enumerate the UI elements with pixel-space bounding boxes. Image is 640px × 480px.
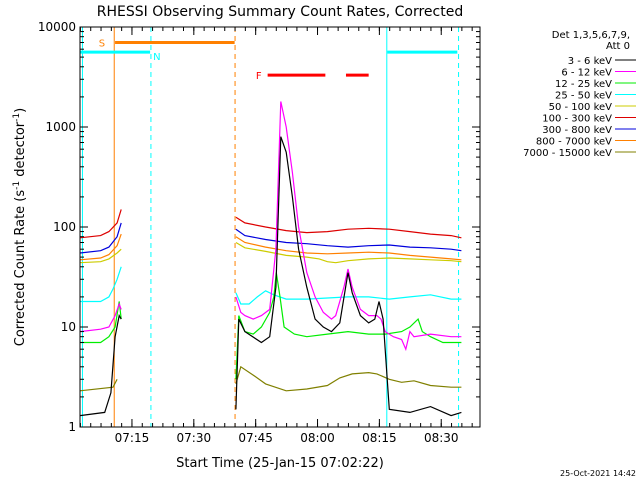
series-line — [235, 101, 462, 352]
y-tick-label: 1000 — [45, 120, 76, 134]
legend-entry: 25 - 50 keV — [555, 91, 612, 102]
legend-entry: 50 - 100 keV — [549, 102, 613, 113]
y-label-text: detector — [13, 121, 28, 181]
series-line — [79, 248, 122, 264]
series-lines — [79, 101, 462, 417]
y-label-text: ) — [13, 108, 28, 113]
series-line — [235, 236, 462, 261]
x-tick-label: 07:30 — [177, 431, 212, 445]
chart-title: RHESSI Observing Summary Count Rates, Co… — [97, 4, 463, 20]
legend-entry: 7000 - 15000 keV — [523, 148, 612, 159]
series-line — [235, 365, 462, 392]
series-line — [79, 209, 122, 239]
legend-entry: 6 - 12 keV — [561, 68, 612, 79]
series-line — [235, 228, 462, 252]
legend-entry: 300 - 800 keV — [542, 125, 612, 136]
flag-label: F — [256, 71, 262, 82]
series-line — [235, 241, 462, 264]
series-line — [235, 216, 462, 239]
x-tick-label: 07:45 — [238, 431, 273, 445]
x-tick-label: 08:15 — [362, 431, 397, 445]
observing-flags: S N F — [80, 38, 458, 82]
y-tick-label: 100 — [53, 220, 76, 234]
y-axis-label: Corrected Count Rate (s-1 detector-1) — [12, 108, 28, 346]
flag-label: S — [99, 38, 105, 49]
y-tick-label: 1 — [68, 420, 76, 434]
legend-entry: 12 - 25 keV — [555, 79, 612, 90]
series-line — [79, 379, 118, 392]
footer-date: 25-Oct-2021 14:42 — [560, 469, 636, 478]
x-axis: 07:15 07:30 07:45 08:00 08:15 08:30 — [79, 27, 473, 445]
plot-area — [79, 26, 481, 428]
series-line — [235, 290, 462, 305]
legend-entry: 100 - 300 keV — [542, 114, 612, 125]
series-line — [80, 266, 122, 303]
y-tick-label: 10000 — [38, 20, 76, 34]
legend-header: Att 0 — [606, 41, 630, 52]
y-label-superscript: -1 — [12, 181, 22, 190]
legend-entry: 3 - 6 keV — [568, 56, 612, 67]
x-axis-label: Start Time (25-Jan-15 07:02:22) — [176, 456, 384, 471]
y-axis: 1 10 100 1000 10000 — [38, 20, 480, 434]
legend-entry: 800 - 7000 keV — [536, 137, 612, 148]
series-line — [235, 136, 462, 417]
legend-header: Det 1,3,5,6,7,9, — [552, 30, 630, 41]
time-markers — [81, 27, 460, 427]
series-line — [79, 302, 122, 333]
x-tick-label: 08:30 — [424, 431, 459, 445]
series-line — [79, 222, 122, 254]
flag-label: N — [153, 52, 160, 63]
y-label-text: Corrected Count Rate (s — [13, 190, 28, 347]
series-line — [235, 272, 462, 380]
y-label-superscript: -1 — [12, 113, 22, 122]
y-tick-label: 10 — [61, 320, 76, 334]
x-tick-label: 07:15 — [115, 431, 150, 445]
series-line — [79, 233, 122, 261]
series-line — [79, 313, 122, 417]
x-tick-label: 08:00 — [300, 431, 335, 445]
